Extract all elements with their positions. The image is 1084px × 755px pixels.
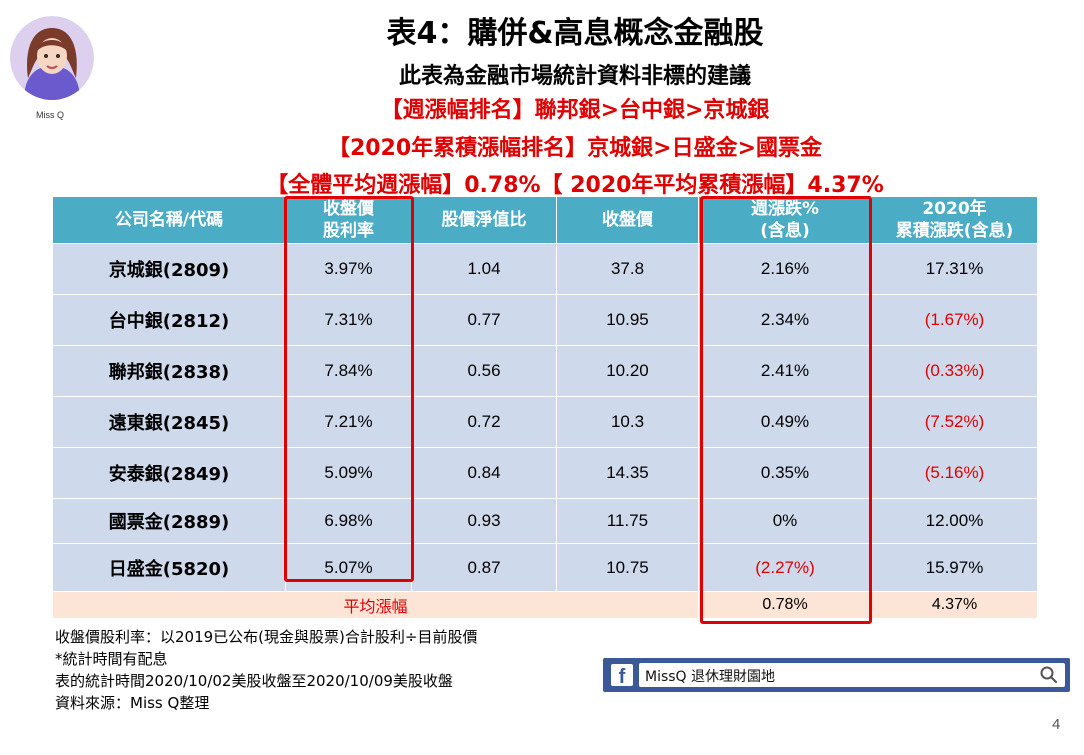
- ytd-ranking: 【2020年累積漲幅排名】京城銀>日盛金>國票金: [327, 136, 823, 161]
- table-cell: 10.95: [556, 294, 699, 346]
- column-header-line: 股利率: [323, 221, 374, 241]
- facebook-page-name: MissQ 退休理財園地: [645, 669, 776, 685]
- column-header-line: 收盤價: [602, 210, 653, 230]
- average-summary: 【全體平均週漲幅】0.78%【 2020年平均累積漲幅】4.37%: [266, 173, 884, 198]
- table-cell: 0.87: [411, 543, 557, 592]
- table-cell: 2.41%: [698, 345, 872, 397]
- bank-stock-table-wrap: 公司名稱/代碼 收盤價 股利率 股價淨值比 收盤價 週漲跌% (含息) 2020年 累積漲跌(含…: [52, 196, 1038, 619]
- table-row: 聯邦銀(2838) 7.84% 0.56 10.20 2.41% (0.33%): [52, 345, 1038, 397]
- avatar-portrait-icon: [10, 16, 94, 100]
- table-cell: 0.56: [411, 345, 557, 397]
- table-cell: 10.3: [556, 396, 699, 448]
- table-cell: (2.27%): [698, 543, 872, 592]
- avatar-caption: Miss Q: [36, 110, 64, 120]
- table-cell: 2.16%: [698, 243, 872, 295]
- note-line: 資料來源：Miss Q整理: [55, 694, 210, 712]
- table-cell: 10.20: [556, 345, 699, 397]
- notes: 收盤價股利率：以2019已公布(現金與股票)合計股利÷目前股價 *統計時間有配息…: [55, 626, 477, 714]
- table-cell: 10.75: [556, 543, 699, 592]
- table-row: 遠東銀(2845) 7.21% 0.72 10.3 0.49% (7.52%): [52, 396, 1038, 448]
- weekly-ranking: 【週漲幅排名】聯邦銀>台中銀>京城銀: [380, 98, 770, 123]
- table-row: 國票金(2889) 6.98% 0.93 11.75 0% 12.00%: [52, 498, 1038, 544]
- column-header: 公司名稱/代碼: [52, 196, 286, 244]
- average-ytd-value: 4.37%: [871, 591, 1038, 619]
- column-header-line: 收盤價: [323, 199, 374, 219]
- table-cell: (1.67%): [871, 294, 1038, 346]
- company-name-cell: 京城銀(2809): [52, 243, 286, 295]
- table-cell: 3.97%: [285, 243, 412, 295]
- table-cell: 0.35%: [698, 447, 872, 499]
- facebook-search-bar: f MissQ 退休理財園地: [603, 658, 1070, 692]
- table-cell: (0.33%): [871, 345, 1038, 397]
- column-header: 2020年 累積漲跌(含息): [871, 196, 1038, 244]
- column-header: 股價淨值比: [411, 196, 557, 244]
- note-line: 表的統計時間2020/10/02美股收盤至2020/10/09美股收盤: [55, 672, 453, 690]
- avatar: [10, 16, 94, 100]
- table-row: 日盛金(5820) 5.07% 0.87 10.75 (2.27%) 15.97%: [52, 543, 1038, 592]
- facebook-logo-icon: f: [611, 664, 633, 686]
- table-cell: 0.77: [411, 294, 557, 346]
- table-cell: 0%: [698, 498, 872, 544]
- table-cell: 1.04: [411, 243, 557, 295]
- company-name-cell: 國票金(2889): [52, 498, 286, 544]
- average-weekly-value: 0.78%: [698, 591, 872, 619]
- company-name-cell: 遠東銀(2845): [52, 396, 286, 448]
- table-header-row: 公司名稱/代碼 收盤價 股利率 股價淨值比 收盤價 週漲跌% (含息) 2020年 累積漲跌(含…: [52, 196, 1038, 244]
- table-row: 京城銀(2809) 3.97% 1.04 37.8 2.16% 17.31%: [52, 243, 1038, 295]
- facebook-search-field: MissQ 退休理財園地: [639, 663, 1065, 687]
- column-header-line: 週漲跌%: [750, 199, 820, 219]
- note-line: 收盤價股利率：以2019已公布(現金與股票)合計股利÷目前股價: [55, 628, 478, 646]
- column-header-line: 2020年: [922, 199, 987, 219]
- table-cell: 7.21%: [285, 396, 412, 448]
- table-cell: (7.52%): [871, 396, 1038, 448]
- column-header: 週漲跌% (含息): [698, 196, 872, 244]
- table-cell: 6.98%: [285, 498, 412, 544]
- table-cell: 7.31%: [285, 294, 412, 346]
- table-cell: 2.34%: [698, 294, 872, 346]
- table-cell: 11.75: [556, 498, 699, 544]
- page-number: 4: [1052, 716, 1061, 733]
- column-header-line: 公司名稱/代碼: [114, 210, 224, 230]
- column-header-line: 股價淨值比: [441, 210, 527, 230]
- page-title: 表4：購併&高息概念金融股: [386, 16, 764, 51]
- company-name-cell: 台中銀(2812): [52, 294, 286, 346]
- table-footer-row: 平均漲幅 0.78% 4.37%: [52, 591, 1038, 619]
- page-subtitle: 此表為金融市場統計資料非標的建議: [398, 64, 751, 89]
- column-header: 收盤價: [556, 196, 699, 244]
- company-name-cell: 聯邦銀(2838): [52, 345, 286, 397]
- search-icon: [1040, 666, 1058, 684]
- table-cell: (5.16%): [871, 447, 1038, 499]
- table-cell: 0.93: [411, 498, 557, 544]
- table-cell: 5.07%: [285, 543, 412, 592]
- column-header: 收盤價 股利率: [285, 196, 412, 244]
- average-label: 平均漲幅: [52, 591, 699, 619]
- table-cell: 7.84%: [285, 345, 412, 397]
- table-cell: 17.31%: [871, 243, 1038, 295]
- table-cell: 14.35: [556, 447, 699, 499]
- table-row: 台中銀(2812) 7.31% 0.77 10.95 2.34% (1.67%): [52, 294, 1038, 346]
- table-row: 安泰銀(2849) 5.09% 0.84 14.35 0.35% (5.16%): [52, 447, 1038, 499]
- table-cell: 5.09%: [285, 447, 412, 499]
- table-cell: 15.97%: [871, 543, 1038, 592]
- column-header-line: 累積漲跌(含息): [895, 221, 1014, 241]
- bank-stock-table: 公司名稱/代碼 收盤價 股利率 股價淨值比 收盤價 週漲跌% (含息) 2020年 累積漲跌(含…: [52, 196, 1038, 619]
- table-cell: 0.49%: [698, 396, 872, 448]
- company-name-cell: 安泰銀(2849): [52, 447, 286, 499]
- note-line: *統計時間有配息: [55, 650, 168, 668]
- table-cell: 0.72: [411, 396, 557, 448]
- table-cell: 12.00%: [871, 498, 1038, 544]
- table-cell: 0.84: [411, 447, 557, 499]
- company-name-cell: 日盛金(5820): [52, 543, 286, 592]
- column-header-line: (含息): [760, 221, 810, 241]
- table-cell: 37.8: [556, 243, 699, 295]
